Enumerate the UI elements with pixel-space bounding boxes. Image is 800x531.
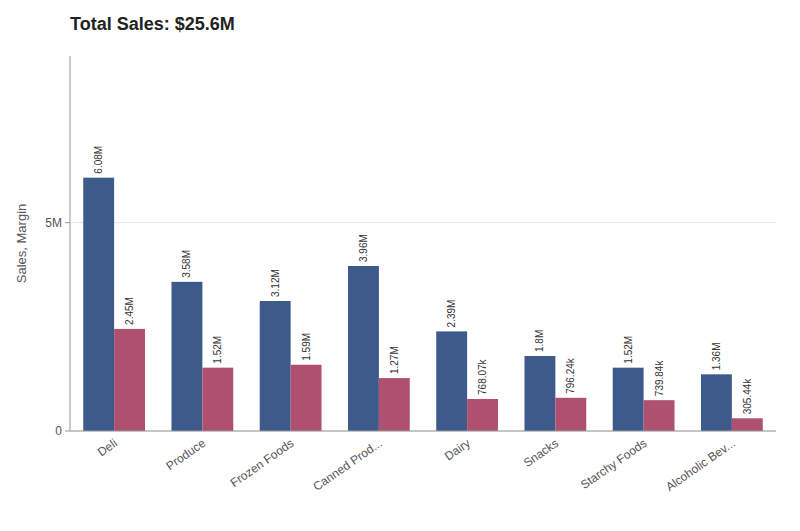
bar [260,301,291,431]
grid-line [70,222,776,223]
grid [65,223,776,431]
x-tick-label: Snacks [521,436,561,470]
bar [467,399,498,431]
bar [524,356,555,431]
data-label: 1.27M [389,346,400,374]
bar [379,378,410,431]
bar [291,365,322,431]
x-tick-label: Deli [95,436,120,459]
data-label: 739.84k [654,360,665,397]
chart-container: Total Sales: $25.6M 0 5M Sales, Margin 6.08M… [0,0,800,531]
data-label: 1.52M [623,336,634,364]
x-tick-label: Canned Prod... [310,436,384,494]
bar [701,374,732,431]
data-label: 305.44k [742,378,753,415]
y-tick [65,431,70,432]
x-tick-label: Alcoholic Bev... [663,436,738,494]
data-label: 3.58M [181,250,192,278]
data-label: 1.8M [534,330,545,352]
data-label: 1.36M [711,343,722,371]
bars [83,178,763,431]
data-label: 1.59M [301,333,312,361]
grid-line [70,431,776,432]
chart-title: Total Sales: $25.6M [70,14,235,34]
y-axis-line [70,56,71,431]
x-tick-label: Frozen Foods [228,436,297,490]
bar [114,329,145,431]
x-axis-line [70,431,776,432]
bar [202,368,233,431]
bar [348,266,379,431]
data-label: 1.52M [212,336,223,364]
bar [732,418,763,431]
bar [555,398,586,431]
data-labels: 6.08M 3.58M 3.12M 3.96M 2.39M 1.8M 1.52M 1.36M 2… [93,146,753,414]
y-tick [65,222,70,223]
x-tick-label: Starchy Foods [578,436,649,492]
x-tick-label: Dairy [442,436,473,464]
bar [644,400,675,431]
y-tick-label: 0 [55,424,62,438]
x-tick-label: Produce [163,436,208,473]
bar [436,331,467,431]
y-tick-label: 5M [45,216,62,230]
data-label: 3.96M [358,234,369,262]
data-label: 796.24k [565,357,576,394]
data-label: 2.45M [124,297,135,325]
chart-svg: Total Sales: $25.6M 0 5M Sales, Margin 6.08M… [0,0,800,531]
data-label: 768.07k [477,358,488,395]
bar [83,178,114,431]
bar [613,368,644,431]
data-label: 3.12M [270,269,281,297]
y-axis-label: Sales, Margin [14,204,29,283]
data-label: 6.08M [93,146,104,174]
data-label: 2.39M [446,300,457,328]
bar [171,282,202,431]
